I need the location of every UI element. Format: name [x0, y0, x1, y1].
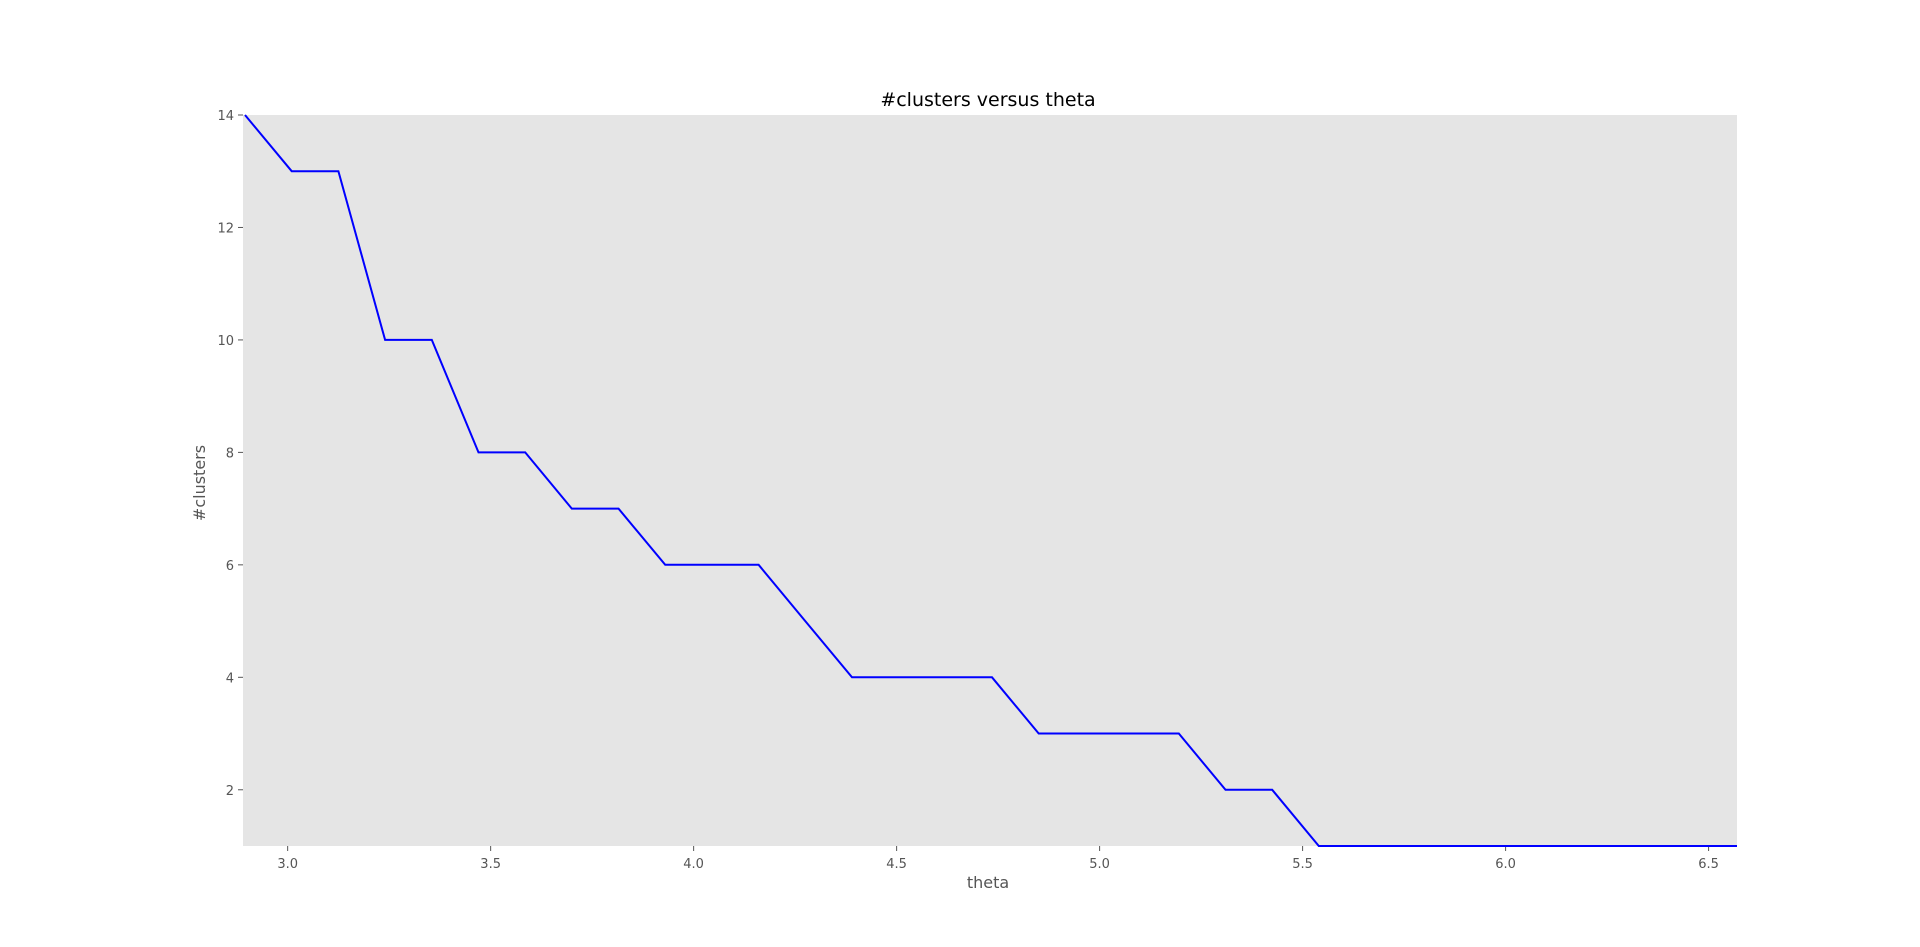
x-tick-label: 3.0 — [277, 857, 298, 872]
y-tick-label: 12 — [217, 221, 234, 236]
x-tick-label: 3.5 — [480, 857, 501, 872]
series-line — [244, 114, 1737, 847]
y-tick-label: 2 — [226, 784, 234, 799]
y-tick-label: 8 — [226, 446, 234, 461]
y-axis: 2 4 6 8 10 12 14 — [217, 109, 243, 799]
y-tick-label: 4 — [226, 671, 234, 686]
plot-area — [243, 115, 1737, 846]
x-tick-label: 6.5 — [1698, 857, 1719, 872]
x-tick-label: 6.0 — [1495, 857, 1516, 872]
y-axis-label: #clusters — [190, 445, 209, 521]
chart-title: #clusters versus theta — [880, 89, 1095, 111]
y-tick-label: 10 — [217, 334, 234, 349]
y-tick-label: 14 — [217, 109, 234, 124]
x-axis-label: theta — [967, 873, 1009, 892]
x-tick-label: 5.0 — [1089, 857, 1110, 872]
x-tick-label: 4.5 — [886, 857, 907, 872]
y-tick-label: 6 — [226, 559, 234, 574]
x-tick-label: 5.5 — [1292, 857, 1313, 872]
x-tick-label: 4.0 — [683, 857, 704, 872]
series-group — [244, 114, 1737, 847]
x-axis: 3.0 3.5 4.0 4.5 5.0 5.5 6.0 6.5 — [277, 846, 1719, 872]
